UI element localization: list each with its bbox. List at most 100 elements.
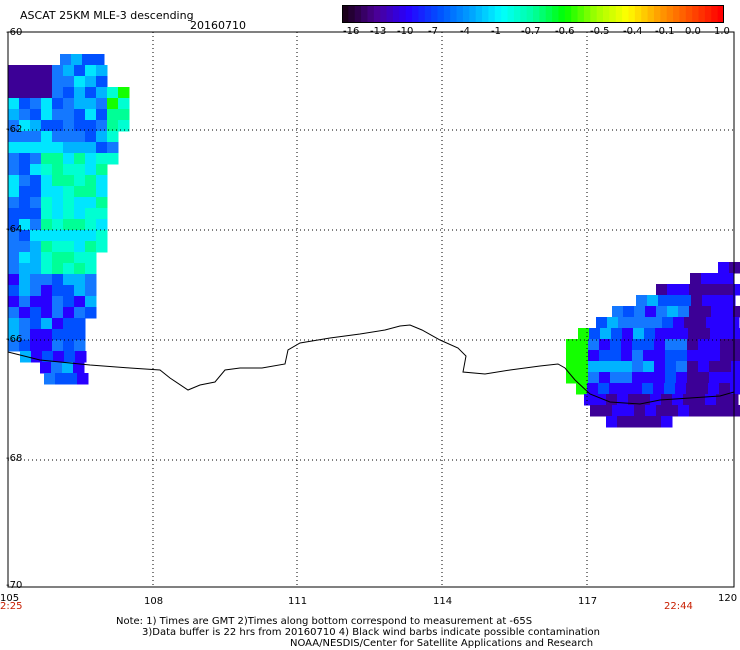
y-tick-label: -62 bbox=[6, 124, 23, 135]
swath-cell bbox=[639, 394, 651, 406]
swath-cell bbox=[689, 284, 701, 296]
swath-cell bbox=[74, 340, 86, 352]
x-tick-label: 108 bbox=[144, 596, 164, 607]
swath-cell bbox=[52, 87, 64, 99]
swath-cell bbox=[8, 274, 20, 286]
swath-cell bbox=[8, 120, 20, 132]
swath-cell bbox=[85, 153, 97, 165]
swath-cell bbox=[628, 394, 640, 406]
swath-cell bbox=[8, 340, 20, 352]
swath-cell bbox=[63, 175, 75, 187]
swath-cell bbox=[107, 87, 119, 99]
swath-cell bbox=[74, 318, 86, 330]
colorbar-swatch bbox=[462, 5, 470, 23]
note-line-3: NOAA/NESDIS/Center for Satellite Applica… bbox=[290, 638, 594, 649]
swath-cell bbox=[85, 120, 97, 132]
colorbar-swatch bbox=[590, 5, 598, 23]
swath-cell bbox=[612, 306, 624, 318]
swath-cell bbox=[74, 120, 86, 132]
swath-cell bbox=[702, 295, 714, 307]
colorbar-swatch bbox=[399, 5, 407, 23]
swath-cell bbox=[730, 383, 740, 395]
colorbar-swatch bbox=[507, 5, 515, 23]
swath-cell bbox=[566, 339, 578, 351]
x-tick-label: 114 bbox=[433, 596, 453, 607]
swath-cell bbox=[19, 208, 31, 220]
swath-cell bbox=[669, 295, 681, 307]
swath-cell bbox=[650, 416, 662, 428]
swath-cell bbox=[85, 307, 97, 319]
swath-cell bbox=[41, 208, 53, 220]
swath-cell bbox=[63, 285, 75, 297]
swath-cell bbox=[63, 318, 75, 330]
y-tick-label: -64 bbox=[6, 224, 23, 235]
swath-cell bbox=[731, 361, 740, 373]
swath-cell bbox=[85, 285, 97, 297]
swath-cell bbox=[41, 197, 53, 209]
swath-cell bbox=[52, 296, 64, 308]
swath-cell bbox=[587, 383, 599, 395]
swath-cell bbox=[85, 197, 97, 209]
swath-cell bbox=[8, 241, 20, 253]
swath-cell bbox=[19, 263, 31, 275]
swath-cell bbox=[662, 317, 674, 329]
swath-cell bbox=[41, 307, 53, 319]
swath-cell bbox=[30, 197, 42, 209]
swath-cell bbox=[63, 296, 75, 308]
swath-cell bbox=[654, 361, 666, 373]
colorbar-swatch bbox=[361, 5, 369, 23]
swath-cell bbox=[30, 87, 42, 99]
swath-cell bbox=[74, 164, 86, 176]
swath-cell bbox=[19, 230, 31, 242]
swath-cell bbox=[74, 197, 86, 209]
swath-cell bbox=[8, 153, 20, 165]
swath-cell bbox=[96, 208, 108, 220]
swath-cell bbox=[41, 340, 53, 352]
colorbar-border bbox=[342, 5, 724, 23]
swath-cell bbox=[680, 295, 692, 307]
swath-cell bbox=[632, 350, 644, 362]
swath-cell bbox=[52, 208, 64, 220]
swath-cell bbox=[718, 262, 730, 274]
swath-cell bbox=[63, 87, 75, 99]
colorbar-swatch bbox=[494, 5, 502, 23]
colorbar-swatch bbox=[475, 5, 483, 23]
swath-cell bbox=[19, 109, 31, 121]
swath-cell bbox=[720, 372, 732, 384]
colorbar-swatch bbox=[424, 5, 432, 23]
swath-cell bbox=[41, 109, 53, 121]
colorbar-swatch bbox=[386, 5, 394, 23]
colorbar-swatch bbox=[615, 5, 623, 23]
swath-cell bbox=[118, 98, 130, 110]
swath-cell bbox=[74, 87, 86, 99]
swath-cell bbox=[19, 252, 31, 264]
colorbar-swatch bbox=[380, 5, 388, 23]
swath-cell bbox=[643, 361, 655, 373]
colorbar-swatch bbox=[526, 5, 534, 23]
swath-cell bbox=[622, 328, 634, 340]
swath-cell bbox=[678, 306, 690, 318]
swath-cell bbox=[52, 153, 64, 165]
plot-frame bbox=[7, 31, 735, 588]
colorbar-swatch bbox=[596, 5, 604, 23]
swath-cell bbox=[19, 274, 31, 286]
swath-cell bbox=[621, 361, 633, 373]
swath-cell bbox=[30, 153, 42, 165]
swath-cell bbox=[711, 306, 723, 318]
swath-cell bbox=[30, 252, 42, 264]
swath-cell bbox=[683, 394, 695, 406]
swath-cell bbox=[118, 109, 130, 121]
swath-cell bbox=[85, 186, 97, 198]
swath-cell bbox=[96, 109, 108, 121]
swath-cell bbox=[656, 284, 668, 296]
colorbar-swatch bbox=[482, 5, 490, 23]
swath-cell bbox=[30, 142, 42, 154]
swath-cell bbox=[63, 252, 75, 264]
note-line-1: Note: 1) Times are GMT 2)Times along bot… bbox=[116, 616, 533, 627]
swath-cell bbox=[52, 219, 64, 231]
swath-cell bbox=[691, 295, 703, 307]
swath-cell bbox=[656, 405, 668, 417]
swath-cell bbox=[709, 361, 721, 373]
swath-cell bbox=[74, 329, 86, 341]
swath-cell bbox=[688, 328, 700, 340]
